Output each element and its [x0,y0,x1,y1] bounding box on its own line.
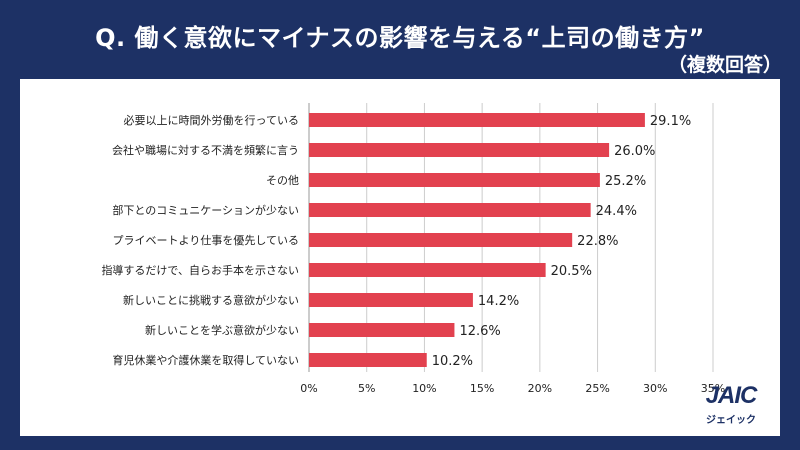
logo-subtext: ジェイック [706,415,756,426]
x-tick-label: 25% [585,382,609,395]
chart-panel: 0% 5% 10% 15% 20% 25% 30% 35% 必要以上に時間外労働を行っている 29… [20,79,780,436]
chart-subtitle: （複数回答） [667,54,782,76]
bar-chart: 0% 5% 10% 15% 20% 25% 30% 35% 必要以上に時間外労働を行っている 29… [101,103,725,395]
category-label: その他 [266,174,299,187]
category-label: 必要以上に時間外労働を行っている [124,113,299,127]
bar [309,143,610,157]
category-label: 部下とのコミュニケーションが少ない [112,203,299,217]
data-label: 25.2% [605,174,646,189]
bar [309,263,546,277]
x-tick-label: 35% [701,382,725,395]
data-label: 10.2% [432,354,473,369]
data-label: 26.0% [614,144,655,159]
bar [309,203,591,217]
data-label: 12.6% [459,324,500,339]
x-tick-label: 0% [300,382,317,395]
category-label: 育児休業や介護休業を取得していない [112,353,299,367]
data-label: 20.5% [551,264,592,279]
bar [309,293,473,307]
chart-title: Q. 働く意欲にマイナスの影響を与える“上司の働き方” [95,24,705,52]
bar [309,173,600,187]
category-label: 新しいことに挑戦する意欲が少ない [123,293,299,307]
category-label: 指導するだけで、自らお手本を示さない [101,263,299,277]
category-label: 会社や職場に対する不満を頻繁に言う [112,143,299,157]
category-label: 新しいことを学ぶ意欲が少ない [145,323,299,337]
jaic-logo: JAIC ジェイック [694,382,768,430]
x-tick-label: 20% [528,382,552,395]
bar [309,113,645,127]
category-label: プライベートより仕事を優先している [113,234,299,247]
data-label: 22.8% [577,234,618,249]
x-tick-label: 15% [470,382,494,395]
bar [309,353,427,367]
bar [309,323,455,337]
data-label: 29.1% [650,114,691,129]
x-tick-label: 30% [643,382,667,395]
x-tick-label: 5% [358,382,375,395]
data-label: 14.2% [478,294,519,309]
bar [309,233,573,247]
x-tick-label: 10% [412,382,436,395]
data-label: 24.4% [596,204,637,219]
logo-text: JAIC [705,382,758,409]
